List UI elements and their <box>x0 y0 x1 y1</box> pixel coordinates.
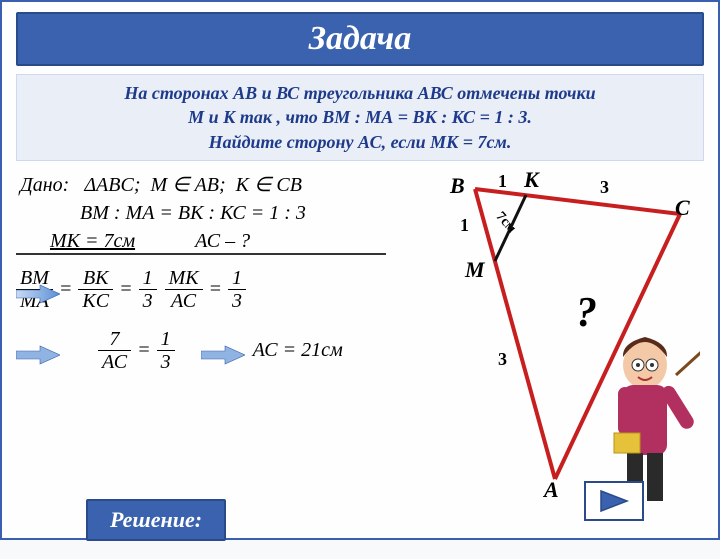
solution-button[interactable]: Решение: <box>86 499 226 541</box>
vertex-b-label: B <box>450 173 465 199</box>
given-1b: М ∈ АВ; <box>150 174 225 196</box>
content-area: Дано: ΔABC; М ∈ АВ; К ∈ СВ ВМ : МА = ВК … <box>16 169 704 559</box>
next-button[interactable] <box>584 481 644 521</box>
given-2: ВМ : МА = ВК : КС = 1 : 3 <box>80 202 306 224</box>
given-1c: К ∈ СВ <box>236 174 302 196</box>
title-box: Задача <box>16 12 704 66</box>
vertex-c-label: C <box>675 195 690 221</box>
seg-bk-label: 1 <box>498 171 507 192</box>
eq-answer: АС = 21см <box>253 339 343 362</box>
problem-line-1: На сторонах АВ и ВС треугольника АВС отм… <box>27 81 693 105</box>
slide-page: Задача На сторонах АВ и ВС треугольника … <box>0 0 720 540</box>
problem-statement: На сторонах АВ и ВС треугольника АВС отм… <box>16 74 704 161</box>
vertex-a-label: A <box>544 477 559 503</box>
problem-line-2: М и К так , что ВМ : МА = ВК : КС = 1 : … <box>27 105 693 129</box>
given-3b: АС – ? <box>195 230 250 252</box>
arrow-icon <box>201 345 245 365</box>
given-1a: ΔABC; <box>84 174 140 196</box>
point-k-label: К <box>524 167 539 193</box>
eq-ratio-2: МКАС = 13 <box>165 267 246 312</box>
seg-ma-label: 3 <box>498 349 507 370</box>
seg-bm-label: 1 <box>460 215 469 236</box>
given-block: Дано: ΔABC; М ∈ АВ; К ∈ СВ ВМ : МА = ВК … <box>20 171 306 255</box>
divider-line <box>16 253 386 255</box>
seg-kc-label: 3 <box>600 177 609 198</box>
solution-label: Решение: <box>110 507 202 532</box>
problem-line-3: Найдите сторону АС, если МК = 7см. <box>27 130 693 154</box>
point-m-label: М <box>465 257 485 283</box>
given-label: Дано: <box>20 174 69 196</box>
title-text: Задача <box>309 20 412 57</box>
eq-ratio-3: 7АС = 13 <box>98 328 175 373</box>
arrow-icon <box>16 345 60 365</box>
triangle-right-icon <box>597 489 631 513</box>
given-3a: МК = 7см <box>50 230 135 252</box>
math-area: BMMA = BKKC = 13 МКАС = 13 <box>16 267 416 383</box>
arrow-icon <box>16 284 60 304</box>
